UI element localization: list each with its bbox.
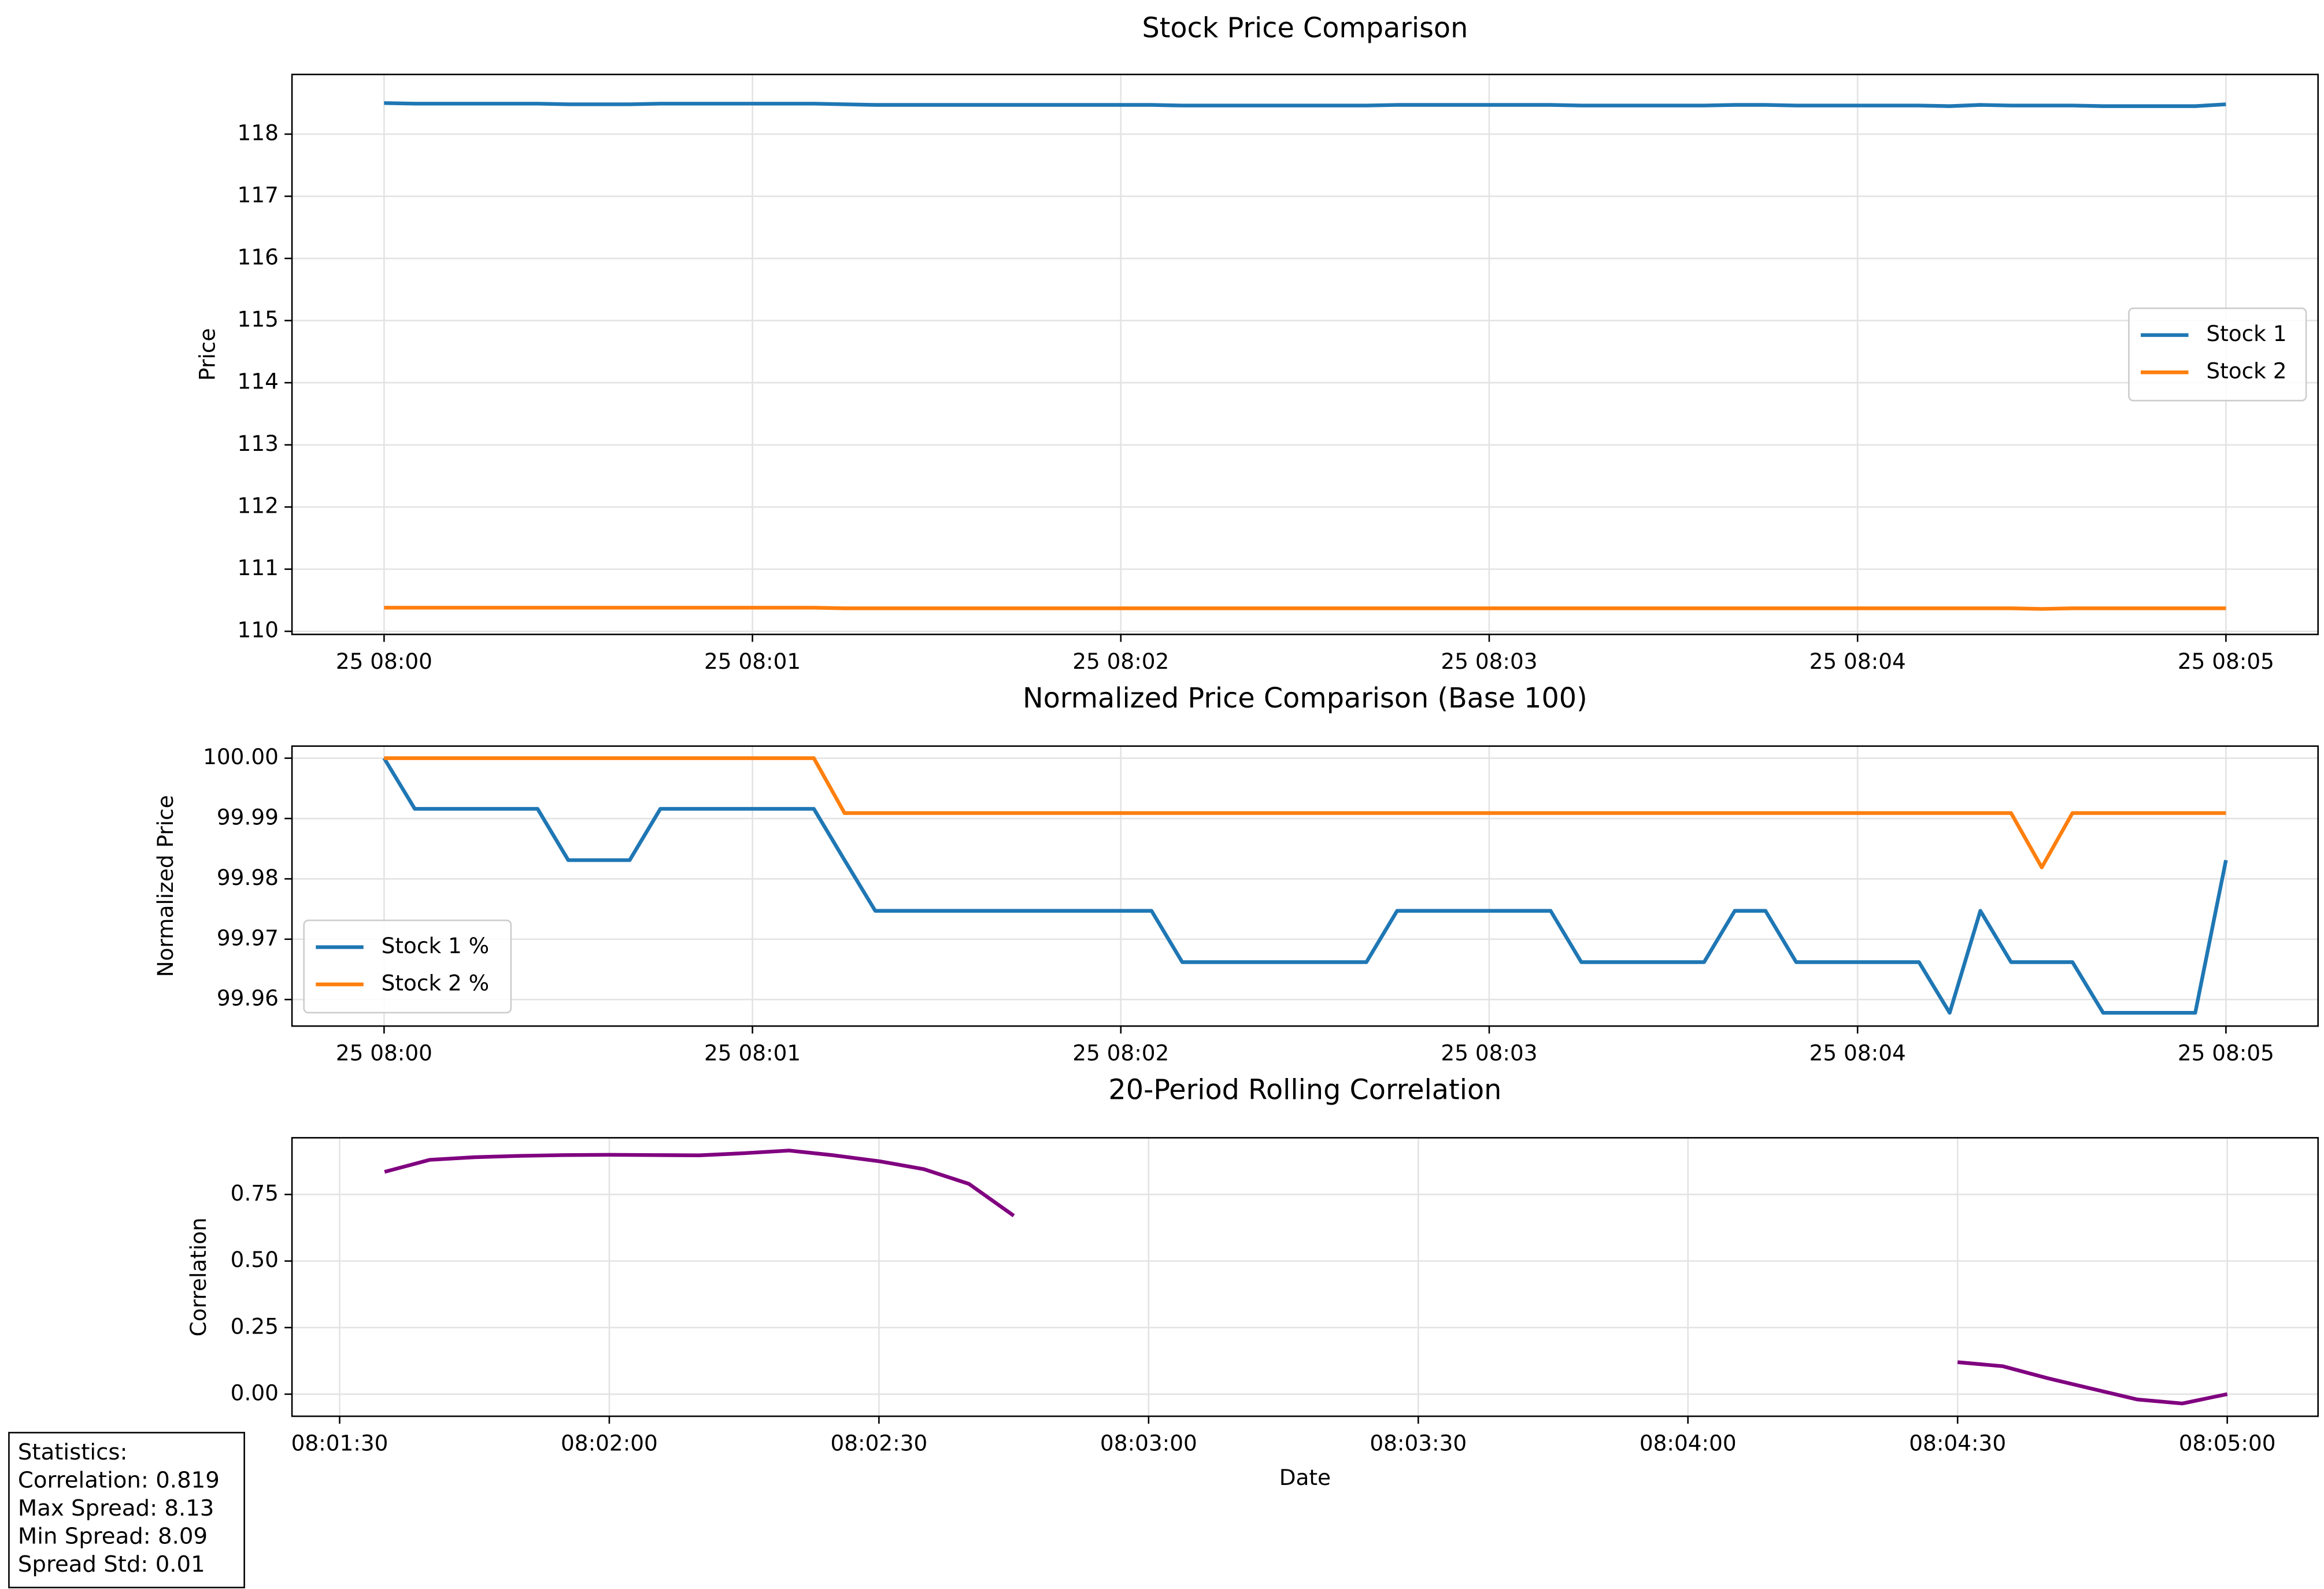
plot-frame [291, 1137, 2319, 1417]
legend-box [2128, 308, 2307, 402]
legend-label: Stock 1 % [382, 933, 489, 958]
subplot: 20-Period Rolling Correlation Correlation… [186, 1074, 2319, 1490]
y-tick-label: 114 [238, 369, 279, 394]
statistics-frame [8, 1432, 245, 1588]
x-tick-label: 25 08:01 [704, 1040, 801, 1066]
legend-label: Stock 1 [2206, 321, 2286, 346]
y-tick-label: 117 [238, 182, 279, 208]
y-tick-label: 99.97 [217, 925, 279, 950]
chart-title: 20-Period Rolling Correlation [1108, 1074, 1501, 1106]
legend: Stock 1 Stock 2 [2128, 308, 2307, 402]
x-tick-label: 08:01:30 [291, 1431, 388, 1456]
y-tick-label: 110 [238, 617, 279, 643]
legend-label: Stock 2 [2206, 358, 2286, 384]
subplot: Stock Price Comparison Price 110 111 112 113 1… [194, 13, 2319, 674]
x-tick-label: 08:02:30 [830, 1431, 927, 1456]
y-tick-label: 118 [238, 120, 279, 146]
plot-frame [291, 745, 2319, 1027]
x-tick-label: 08:03:30 [1370, 1431, 1467, 1456]
x-tick-label: 25 08:04 [1809, 649, 1906, 674]
statistics-line: Max Spread: 8.13 [18, 1495, 214, 1521]
y-axis-label: Price [194, 328, 220, 381]
x-tick-label: 25 08:00 [336, 649, 432, 674]
x-tick-label: 08:04:30 [1909, 1431, 2006, 1456]
y-axis-label: Correlation [186, 1217, 211, 1336]
x-axis-label: Date [1279, 1465, 1331, 1490]
y-tick-label: 0.50 [231, 1247, 279, 1272]
y-tick-label: 115 [238, 306, 279, 332]
y-tick-label: 112 [238, 493, 279, 518]
x-tick-label: 25 08:05 [2178, 649, 2274, 674]
x-tick-label: 25 08:02 [1072, 1040, 1169, 1066]
x-tick-label: 25 08:04 [1809, 1040, 1906, 1066]
data-line [384, 101, 2226, 108]
x-tick-label: 25 08:05 [2178, 1040, 2274, 1066]
plot-frame [291, 73, 2319, 635]
x-tick-label: 25 08:00 [336, 1040, 432, 1066]
y-axis-label: Normalized Price [153, 795, 178, 977]
y-tick-label: 113 [238, 431, 279, 456]
y-tick-label: 0.25 [231, 1313, 279, 1339]
y-tick-label: 116 [238, 245, 279, 270]
data-line [384, 606, 2226, 611]
x-tick-label: 25 08:03 [1441, 649, 1537, 674]
statistics-line: Spread Std: 0.01 [18, 1551, 205, 1577]
y-tick-label: 100.00 [203, 744, 279, 769]
data-line [382, 757, 2228, 1015]
legend-label: Stock 2 % [382, 970, 489, 995]
x-tick-label: 08:03:00 [1100, 1431, 1197, 1456]
statistics-line: Correlation: 0.819 [18, 1467, 220, 1493]
legend-box [303, 919, 512, 1014]
x-tick-label: 08:05:00 [2179, 1431, 2276, 1456]
chart-title: Normalized Price Comparison (Base 100) [1023, 683, 1587, 714]
data-line [384, 756, 2226, 869]
y-tick-label: 99.96 [217, 986, 279, 1011]
y-tick-label: 0.00 [231, 1380, 279, 1405]
x-tick-label: 25 08:01 [704, 649, 801, 674]
legend: Stock 1 % Stock 2 % [303, 919, 512, 1014]
subplot: Normalized Price Comparison (Base 100) No… [153, 683, 2319, 1066]
x-tick-label: 25 08:03 [1441, 1040, 1537, 1066]
y-tick-label: 0.75 [231, 1180, 279, 1206]
chart-title: Stock Price Comparison [1142, 13, 1468, 45]
x-tick-label: 08:02:00 [561, 1431, 658, 1456]
statistics-line: Min Spread: 8.09 [18, 1523, 208, 1549]
data-line [384, 1149, 2228, 1406]
x-tick-label: 08:04:00 [1640, 1431, 1737, 1456]
y-tick-label: 99.99 [217, 805, 279, 830]
x-tick-label: 25 08:02 [1072, 649, 1169, 674]
y-tick-label: 99.98 [217, 865, 279, 890]
y-tick-label: 111 [238, 555, 279, 580]
statistics-line: Statistics: [18, 1439, 128, 1465]
